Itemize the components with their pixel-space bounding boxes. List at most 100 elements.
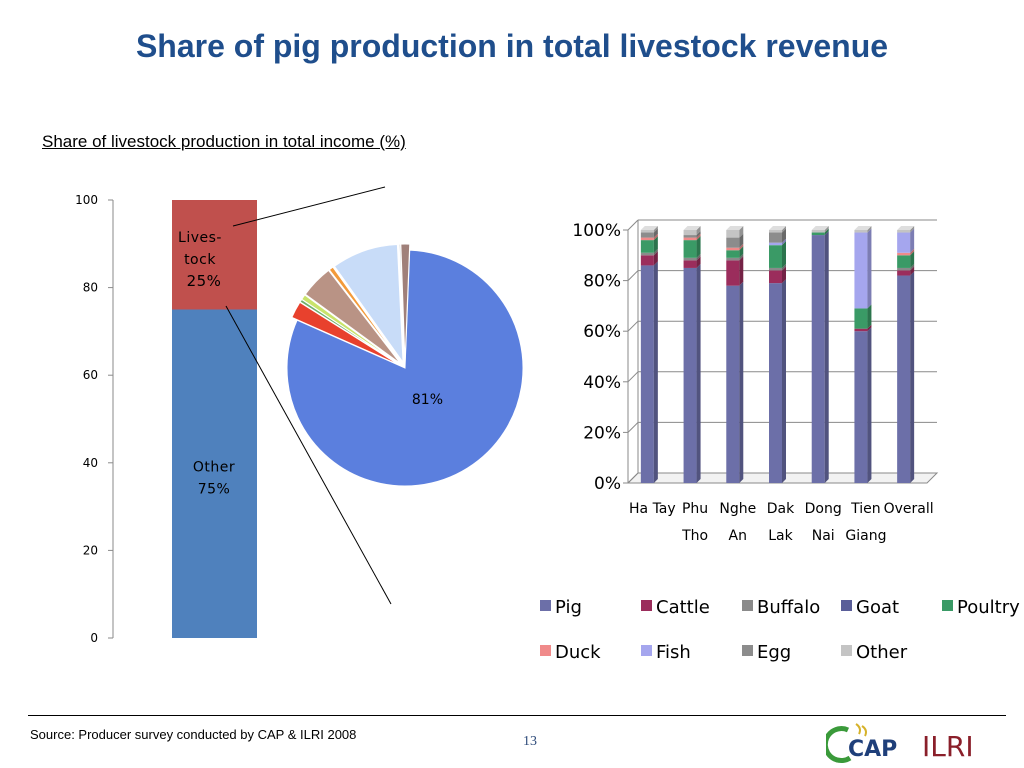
pie-data-label: 81% xyxy=(412,392,443,408)
legend-swatch xyxy=(540,600,551,611)
chart-legend: Pig Cattle Buffalo Goat Poultry Duck Fish Egg Ot… xyxy=(540,597,1020,663)
pie-slice-fish xyxy=(333,243,404,365)
stack-segment-poultry xyxy=(897,255,911,268)
stack-bar-top xyxy=(726,226,744,230)
pie-connector-lines xyxy=(225,186,392,605)
stack-segment-side xyxy=(696,256,701,268)
stack-segment-side xyxy=(782,266,786,284)
charts-canvas: 0 20 40 60 80 100 Other 75% Lives-tock 25% 81% 0%… xyxy=(75,186,1020,663)
stack-segment-side xyxy=(653,251,658,266)
x-tick-label: Dak xyxy=(767,501,795,517)
stack-segment-side xyxy=(653,236,658,253)
stack-segment-fish xyxy=(769,242,782,246)
legend-swatch xyxy=(942,600,953,611)
connector-line-top xyxy=(232,186,386,227)
stack-segment-side xyxy=(653,233,658,241)
pie-slice-duck xyxy=(328,266,402,364)
pie-slice-goat xyxy=(301,294,401,365)
stack-segment-side xyxy=(824,226,829,233)
stack-segment-other xyxy=(683,230,697,236)
y-tick-label: 80% xyxy=(583,272,621,292)
stack-segment-side xyxy=(696,236,701,258)
legend-swatch xyxy=(742,600,753,611)
x-tick-label: Dong xyxy=(805,501,842,517)
x-tick-label: Tien xyxy=(850,501,881,517)
stack-segment-side xyxy=(696,226,701,236)
stack-segment-pig xyxy=(726,285,740,483)
legend-swatch xyxy=(641,645,652,656)
stack-bar-top xyxy=(769,226,786,230)
cap-logo: CAP xyxy=(826,723,897,764)
y-tick-label: 40% xyxy=(583,373,621,393)
stack-segment-other xyxy=(640,230,654,233)
stack-segment-side xyxy=(910,248,915,256)
y-tick-label: 100% xyxy=(572,221,621,241)
stack-segment-side xyxy=(910,251,915,268)
stack-segment-cattle xyxy=(683,260,697,268)
stack-segment-fish xyxy=(897,232,911,253)
stack-segment-cattle xyxy=(769,270,782,284)
legend-swatch xyxy=(540,645,551,656)
pie-slice-other xyxy=(400,243,411,363)
stack-segment-side xyxy=(696,233,701,241)
grid-slant xyxy=(627,371,639,383)
stack-segment-poultry xyxy=(640,240,654,253)
stack-segment-other xyxy=(854,230,868,233)
partner-logos: CAP ILRI xyxy=(826,723,974,764)
source-note: Source: Producer survey conducted by CAP… xyxy=(30,727,357,742)
stack-segment-side xyxy=(867,324,872,332)
grid-slant xyxy=(627,270,639,281)
stack-segment-side xyxy=(653,261,658,483)
stack-bar-top xyxy=(854,226,872,230)
bar-data-label: Lives- xyxy=(178,230,222,246)
y-tick-label: 60 xyxy=(83,368,98,382)
bar-data-label: Other xyxy=(193,460,235,476)
legend-label-poultry: Poultry xyxy=(957,597,1020,618)
x-tick-label: Phu xyxy=(682,501,708,517)
stack-segment-buffalo xyxy=(640,252,654,256)
legend-label-duck: Duck xyxy=(555,642,601,663)
stack-segment-side xyxy=(739,243,744,251)
stack-segment-side xyxy=(867,304,872,329)
income-share-bar-chart: 0 20 40 60 80 100 Other 75% Lives-tock 25% xyxy=(75,193,257,645)
x-tick-label: Nghe xyxy=(719,501,756,517)
stack-segment-poultry xyxy=(854,308,868,329)
livestock-revenue-pie-chart: 81% xyxy=(286,243,524,487)
x-tick-label: Giang xyxy=(845,528,886,544)
stack-segment-side xyxy=(782,226,786,233)
stack-segment-side xyxy=(653,228,658,238)
legend-label-buffalo: Buffalo xyxy=(757,597,820,618)
stack-segment-side xyxy=(782,238,786,246)
pie-slice-poultry xyxy=(304,269,402,365)
stack-segment-side xyxy=(910,266,915,276)
stack-segment-side xyxy=(824,228,829,236)
bar-data-label: 75% xyxy=(198,482,231,498)
legend-swatch xyxy=(841,645,852,656)
stack-segment-pig xyxy=(854,331,868,483)
bar-data-label: tock xyxy=(184,252,216,268)
stack-segment-poultry xyxy=(726,250,740,258)
stack-segment-side xyxy=(910,263,915,271)
stack-segment-egg xyxy=(726,237,740,248)
stack-segment-cattle xyxy=(854,328,868,332)
legend-label-fish: Fish xyxy=(656,642,691,663)
stack-segment-side xyxy=(696,231,701,238)
stack-segment-side xyxy=(782,263,786,271)
stack-segment-pig xyxy=(897,275,911,483)
stack-segment-side xyxy=(739,246,744,258)
stack-segment-poultry xyxy=(769,245,782,268)
svg-text:CAP: CAP xyxy=(848,737,897,762)
stack-segment-duck xyxy=(683,237,697,241)
page-number: 13 xyxy=(523,734,537,749)
stack-segment-side xyxy=(782,279,786,483)
stack-segment-side xyxy=(782,228,786,243)
x-tick-label: Nai xyxy=(812,528,835,544)
stack-segment-buffalo xyxy=(769,267,782,271)
ilri-logo: ILRI xyxy=(922,730,974,763)
stack-segment-egg xyxy=(683,235,697,238)
legend-swatch xyxy=(841,600,852,611)
stack-segment-side xyxy=(739,233,744,248)
chart-subtitle: Share of livestock production in total i… xyxy=(42,132,406,151)
stack-bar-top xyxy=(640,226,658,230)
stack-bar-top xyxy=(811,226,829,230)
